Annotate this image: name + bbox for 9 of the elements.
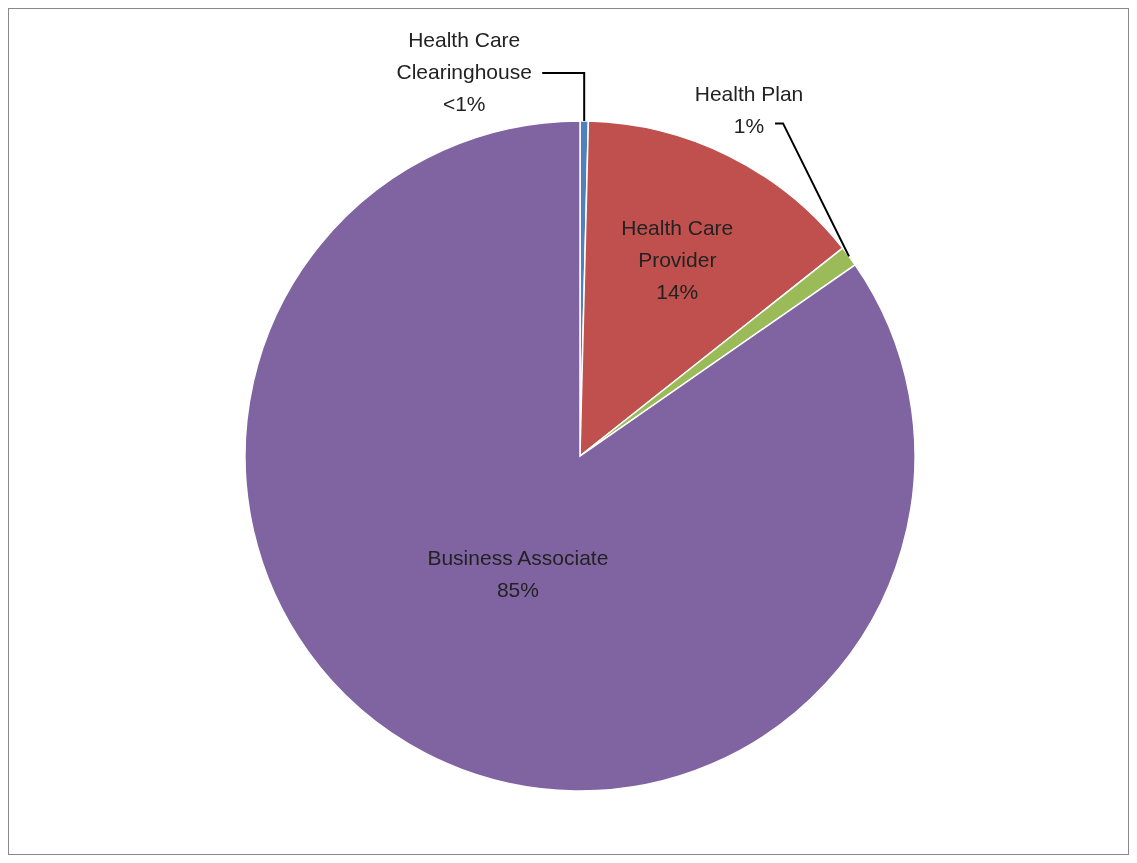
data-label: 85% <box>496 577 539 601</box>
data-label: <1% <box>442 91 486 115</box>
data-label: 14% <box>656 279 699 303</box>
slice-label: Health Care Provider <box>621 215 734 271</box>
slice-label: Health Care Clearinghouse <box>396 27 532 83</box>
slice-label: Business Associate <box>427 545 609 569</box>
data-label: 1% <box>733 113 765 137</box>
pie-slice <box>244 120 916 792</box>
slice-label: Health Plan <box>694 81 804 105</box>
